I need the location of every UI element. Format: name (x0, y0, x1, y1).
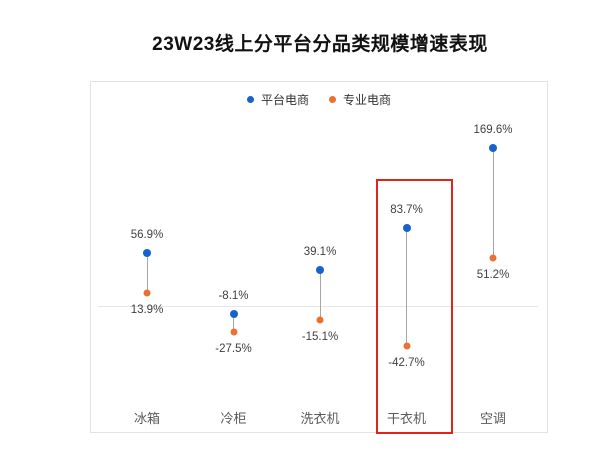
dot-platform-ecommerce (229, 309, 238, 318)
category-label: 空调 (479, 411, 507, 426)
value-label-platform: 56.9% (130, 228, 164, 241)
legend-label-specialty-ecommerce: 专业电商 (343, 93, 392, 107)
dot-specialty-ecommerce (489, 254, 497, 262)
dot-platform-ecommerce (316, 265, 324, 274)
category-label: 冰箱 (133, 411, 161, 426)
value-label-platform: -8.1% (218, 289, 249, 302)
category-label: 干衣机 (386, 411, 427, 426)
legend-label-platform-ecommerce: 平台电商 (260, 93, 309, 107)
zero-axis-line (98, 306, 538, 307)
chart-area: 平台电商 专业电商 56.9% 13.9% 冰箱 -8.1% -27.5% 冷柜 39.1%… (90, 81, 548, 434)
connector-line (233, 313, 234, 332)
value-label-specialty: 51.2% (476, 269, 510, 282)
value-label-platform: 39.1% (303, 245, 337, 258)
connector-line (319, 269, 321, 321)
dot-platform-ecommerce (143, 248, 151, 257)
value-label-platform: 169.6% (473, 123, 513, 136)
legend: 平台电商 专业电商 (91, 91, 547, 108)
value-label-platform: 83.7% (390, 203, 423, 216)
connector-line (146, 252, 148, 294)
legend-dot-platform-icon (246, 96, 254, 103)
legend-item-platform-ecommerce: 平台电商 (246, 91, 309, 108)
connector-line (406, 227, 407, 346)
connector-line (492, 147, 494, 259)
category-label: 洗衣机 (300, 411, 340, 426)
dot-specialty-ecommerce (403, 342, 410, 350)
chart-title: 23W23线上分平台分品类规模增速表现 (152, 34, 488, 55)
category-label: 冷柜 (220, 411, 247, 426)
dot-specialty-ecommerce (316, 316, 324, 324)
legend-item-specialty-ecommerce: 专业电商 (329, 91, 391, 108)
value-label-specialty: -15.1% (301, 331, 339, 344)
dot-platform-ecommerce (402, 223, 411, 232)
value-label-specialty: -27.5% (215, 342, 252, 355)
value-label-specialty: 13.9% (130, 304, 164, 317)
legend-dot-specialty-icon (329, 96, 336, 103)
plot-area: 56.9% 13.9% 冰箱 -8.1% -27.5% 冷柜 39.1% -15.1% 洗衣机 8… (91, 82, 547, 434)
value-label-specialty: -42.7% (388, 356, 425, 369)
dot-specialty-ecommerce (143, 289, 151, 297)
dot-specialty-ecommerce (230, 328, 237, 336)
highlight-rectangle (375, 179, 453, 434)
dot-platform-ecommerce (489, 143, 497, 152)
